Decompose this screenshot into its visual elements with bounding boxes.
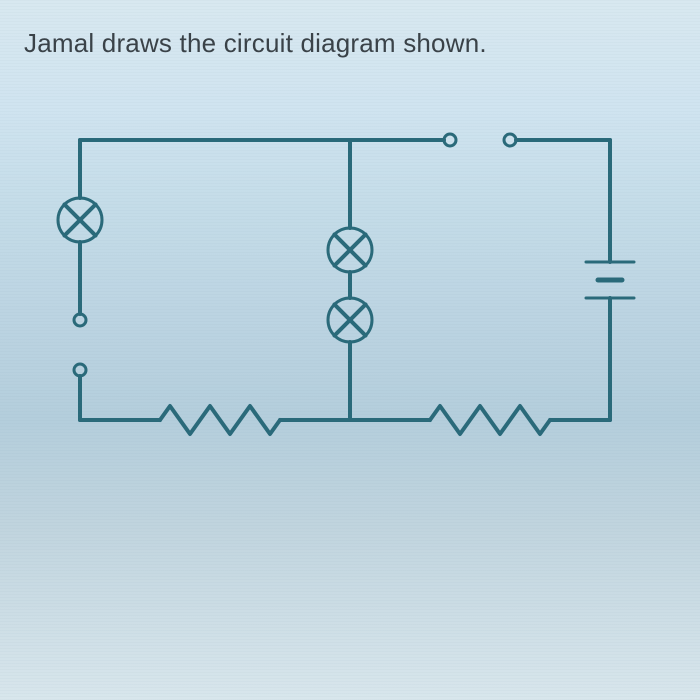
circuit-diagram: [50, 100, 650, 480]
photo-frame: Jamal draws the circuit diagram shown.: [0, 0, 700, 700]
screen-area: Jamal draws the circuit diagram shown.: [0, 0, 700, 700]
circuit-svg: [50, 100, 650, 480]
question-text: Jamal draws the circuit diagram shown.: [24, 28, 487, 59]
